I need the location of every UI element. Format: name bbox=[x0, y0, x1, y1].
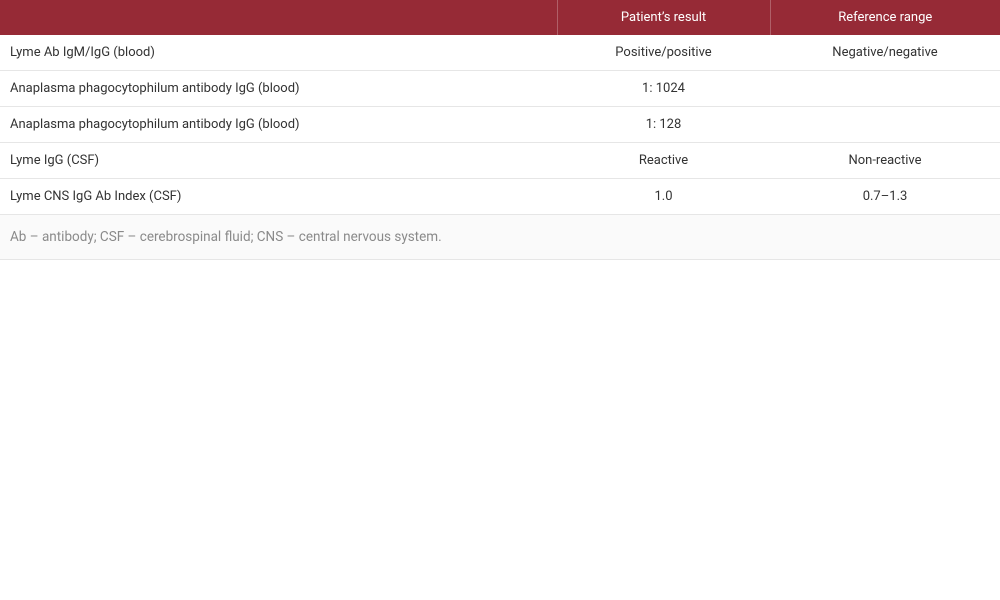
cell-test: Lyme CNS IgG Ab Index (CSF) bbox=[0, 179, 557, 215]
table-footnote: Ab – antibody; CSF – cerebrospinal fluid… bbox=[0, 215, 1000, 260]
table-row: Anaplasma phagocytophilum antibody IgG (… bbox=[0, 71, 1000, 107]
cell-result: 1: 1024 bbox=[557, 71, 770, 107]
table-row: Lyme IgG (CSF) Reactive Non-reactive bbox=[0, 143, 1000, 179]
cell-result: Positive/positive bbox=[557, 35, 770, 71]
cell-ref: 0.7–1.3 bbox=[770, 179, 1000, 215]
cell-ref bbox=[770, 71, 1000, 107]
cell-test: Lyme IgG (CSF) bbox=[0, 143, 557, 179]
lab-results-table: Patient’s result Reference range Lyme Ab… bbox=[0, 0, 1000, 260]
col-header-reference-range: Reference range bbox=[770, 0, 1000, 35]
col-header-patient-result: Patient’s result bbox=[557, 0, 770, 35]
cell-ref: Non-reactive bbox=[770, 143, 1000, 179]
cell-ref: Negative/negative bbox=[770, 35, 1000, 71]
cell-test: Lyme Ab IgM/IgG (blood) bbox=[0, 35, 557, 71]
cell-result: 1.0 bbox=[557, 179, 770, 215]
cell-test: Anaplasma phagocytophilum antibody IgG (… bbox=[0, 71, 557, 107]
lab-results-table-container: Patient’s result Reference range Lyme Ab… bbox=[0, 0, 1000, 260]
cell-result: Reactive bbox=[557, 143, 770, 179]
cell-ref bbox=[770, 107, 1000, 143]
table-row: Anaplasma phagocytophilum antibody IgG (… bbox=[0, 107, 1000, 143]
table-row: Lyme CNS IgG Ab Index (CSF) 1.0 0.7–1.3 bbox=[0, 179, 1000, 215]
table-header: Patient’s result Reference range bbox=[0, 0, 1000, 35]
col-header-test bbox=[0, 0, 557, 35]
cell-test: Anaplasma phagocytophilum antibody IgG (… bbox=[0, 107, 557, 143]
table-footnote-row: Ab – antibody; CSF – cerebrospinal fluid… bbox=[0, 215, 1000, 260]
cell-result: 1: 128 bbox=[557, 107, 770, 143]
table-body: Lyme Ab IgM/IgG (blood) Positive/positiv… bbox=[0, 35, 1000, 260]
table-row: Lyme Ab IgM/IgG (blood) Positive/positiv… bbox=[0, 35, 1000, 71]
